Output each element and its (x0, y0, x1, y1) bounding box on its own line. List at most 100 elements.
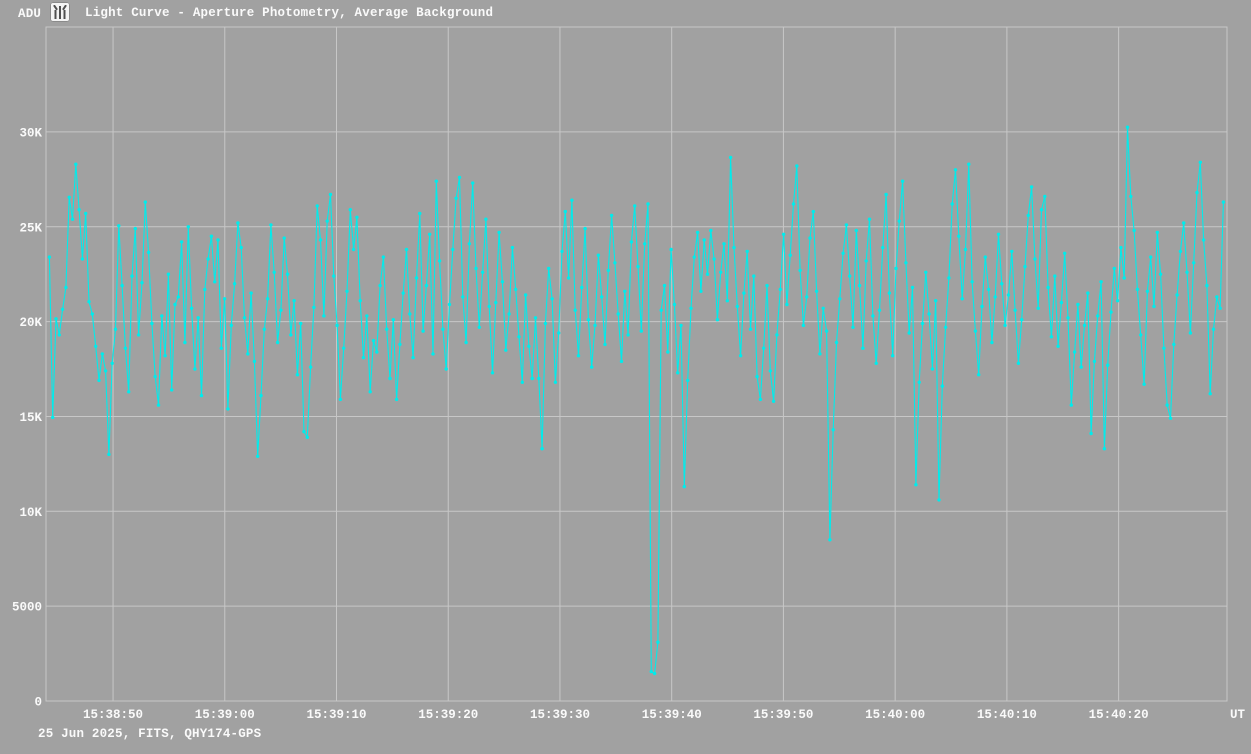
data-point (328, 192, 333, 197)
data-point (97, 378, 101, 383)
data-point (451, 247, 455, 252)
data-point (1082, 323, 1087, 328)
data-point (1115, 299, 1120, 303)
y-tick-label: 30K (19, 126, 42, 140)
data-point (523, 293, 528, 297)
data-point (603, 342, 607, 347)
data-point (732, 245, 736, 250)
data-point (404, 247, 409, 252)
data-point (1003, 323, 1007, 328)
data-point (781, 232, 786, 236)
data-point (619, 359, 624, 364)
data-point (437, 259, 442, 263)
data-point (140, 281, 144, 285)
data-point (474, 266, 478, 271)
data-point (1006, 293, 1011, 297)
data-point (90, 312, 95, 316)
data-point (573, 308, 577, 312)
data-point (113, 327, 118, 331)
data-point (176, 295, 180, 299)
data-point (735, 304, 739, 309)
data-point (765, 283, 769, 288)
data-point (213, 280, 217, 284)
data-point (507, 312, 511, 316)
data-point (907, 331, 911, 335)
data-point (51, 415, 55, 420)
data-point (1142, 382, 1146, 386)
data-point (566, 276, 571, 280)
data-point (1201, 238, 1206, 242)
data-point (695, 230, 700, 235)
data-point (924, 270, 928, 274)
data-point (980, 304, 984, 309)
data-point (351, 247, 356, 252)
x-tick-label: 15:40:20 (1089, 708, 1149, 722)
data-point (1099, 280, 1103, 284)
data-point (1208, 392, 1212, 396)
data-point (262, 327, 266, 331)
data-point (252, 359, 257, 364)
data-point (388, 376, 392, 381)
data-point (689, 306, 693, 310)
data-point (808, 236, 812, 240)
data-point (497, 230, 501, 235)
data-point (1069, 403, 1074, 407)
data-point (173, 302, 177, 307)
data-point (1029, 185, 1034, 189)
data-point (226, 407, 230, 411)
data-point (580, 285, 584, 290)
data-point (1010, 249, 1014, 254)
data-point (520, 380, 524, 384)
data-point (514, 287, 518, 292)
data-point (1139, 333, 1143, 337)
data-point (662, 283, 667, 288)
data-point (1076, 302, 1080, 307)
data-point (785, 302, 789, 307)
data-point (771, 399, 776, 403)
data-point (963, 247, 968, 252)
data-point (609, 213, 614, 218)
x-tick-label: 15:40:10 (977, 708, 1037, 722)
data-point (60, 307, 65, 311)
data-point (1122, 276, 1126, 280)
data-point (563, 209, 567, 214)
data-point (590, 365, 594, 369)
data-point (348, 208, 352, 212)
data-point (712, 257, 716, 261)
data-point (239, 245, 243, 250)
data-point (805, 295, 809, 299)
data-point (864, 259, 868, 263)
data-point (1152, 304, 1156, 309)
data-point (824, 329, 829, 333)
data-point (900, 179, 905, 183)
data-point (705, 272, 710, 276)
data-point (1215, 295, 1219, 299)
data-point (279, 308, 283, 312)
data-point (249, 291, 253, 295)
data-point (428, 232, 432, 236)
data-point (874, 361, 878, 365)
data-point (1175, 293, 1179, 297)
data-point (1221, 200, 1226, 204)
data-point (798, 268, 802, 273)
y-axis-unit-label: ADU (18, 7, 42, 21)
data-point (1192, 261, 1196, 265)
data-point (332, 274, 336, 278)
data-point (1129, 194, 1133, 199)
data-point (646, 202, 650, 206)
data-point (920, 321, 925, 326)
y-tick-label: 5000 (12, 601, 42, 615)
data-point (467, 242, 472, 246)
data-point (77, 208, 81, 212)
data-point (275, 340, 280, 345)
data-point (666, 350, 670, 354)
data-point (1205, 283, 1209, 288)
data-point (54, 317, 58, 321)
data-point (679, 323, 683, 328)
data-point (391, 318, 395, 322)
data-point (47, 255, 52, 259)
y-tick-label: 0 (34, 696, 42, 710)
data-point (385, 327, 389, 331)
data-point (146, 250, 151, 255)
